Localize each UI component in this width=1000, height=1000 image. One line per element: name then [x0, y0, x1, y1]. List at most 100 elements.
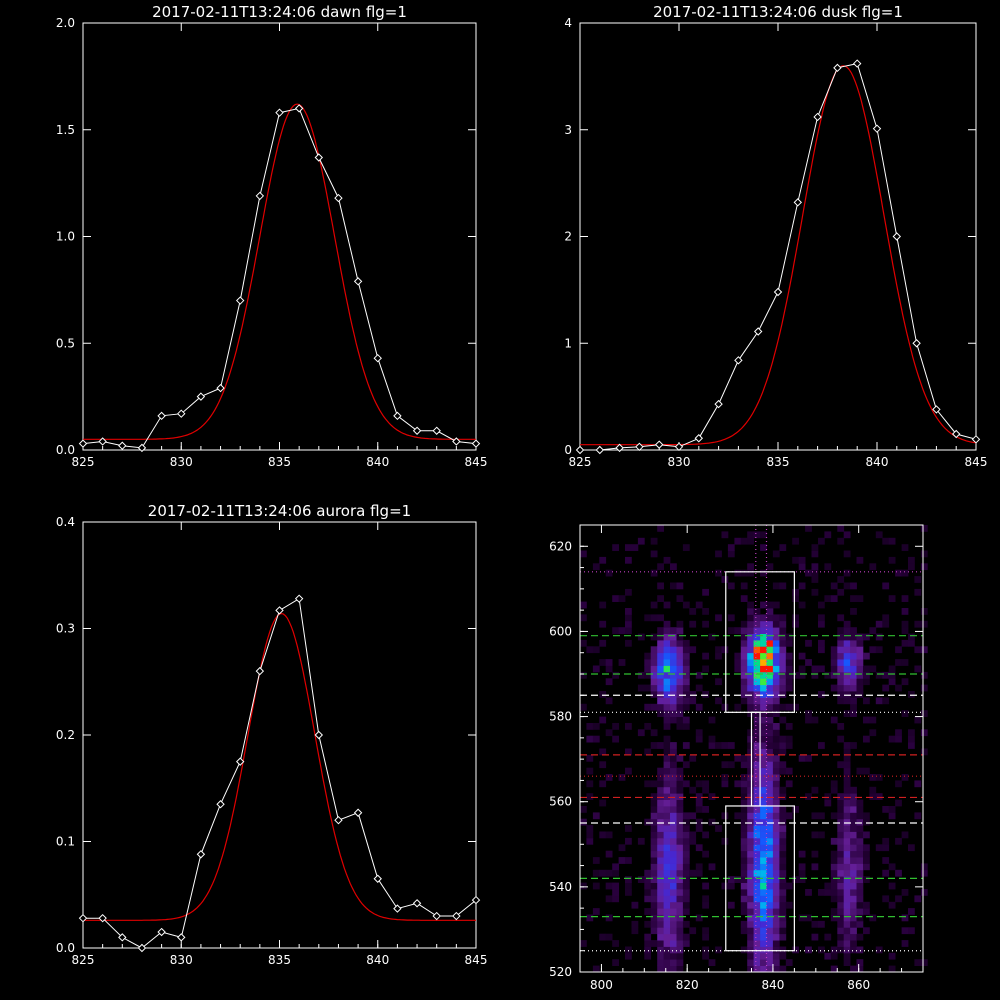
- data-point: [294, 594, 304, 603]
- x-tick-label: 840: [366, 953, 389, 967]
- x-tick-label: 825: [569, 455, 592, 469]
- y-tick-label: 0.1: [56, 835, 75, 849]
- y-tick-label: 0.0: [56, 941, 75, 955]
- x-tick-label: 825: [72, 455, 95, 469]
- data-point: [216, 800, 225, 809]
- data-point: [196, 392, 206, 401]
- data-point: [912, 339, 921, 348]
- data-point: [235, 757, 245, 766]
- x-tick-label: 830: [668, 455, 691, 469]
- x-tick-label: 840: [761, 978, 784, 992]
- y-tick-label: 540: [549, 880, 572, 894]
- x-tick-label: 835: [767, 455, 790, 469]
- data-point: [734, 356, 743, 365]
- x-tick-label: 840: [366, 455, 389, 469]
- data-point: [353, 277, 363, 286]
- dawn-title: 2017-02-11T13:24:06 dawn flg=1: [152, 3, 407, 21]
- dusk-title: 2017-02-11T13:24:06 dusk flg=1: [653, 3, 903, 21]
- y-tick-label: 0: [564, 443, 572, 457]
- data-point: [177, 933, 186, 942]
- data-point: [471, 895, 481, 905]
- dusk-spectrum-panel: 2017-02-11T13:24:06 dusk flg=1 825 830 835 8…: [564, 3, 987, 469]
- data-point: [393, 904, 402, 913]
- x-tick-label: 845: [465, 953, 488, 967]
- data-point: [575, 445, 585, 455]
- data-point: [255, 666, 265, 676]
- data-point: [137, 443, 147, 453]
- extraction-box: [750, 711, 761, 807]
- data-point: [334, 815, 343, 825]
- aurora-spectrum-panel: 2017-02-11T13:24:06 aurora flg=1 825 830 83…: [56, 502, 488, 967]
- data-point: [118, 441, 127, 450]
- data-point: [157, 927, 166, 937]
- data-point: [595, 445, 605, 455]
- data-point: [714, 399, 723, 409]
- data-point: [432, 911, 441, 921]
- data-point: [78, 913, 88, 923]
- data-point: [932, 405, 941, 414]
- data-point: [157, 411, 166, 421]
- y-tick-label: 2: [564, 230, 572, 244]
- x-tick-label: 800: [590, 978, 613, 992]
- data-point: [235, 296, 245, 305]
- data-point: [275, 108, 284, 117]
- dusk-fit-curve: [580, 65, 976, 446]
- aurora-title: 2017-02-11T13:24:06 aurora flg=1: [148, 502, 411, 520]
- data-point: [674, 442, 684, 452]
- data-point: [753, 327, 763, 336]
- data-point: [98, 437, 107, 446]
- x-tick-label: 860: [847, 978, 870, 992]
- data-point: [432, 426, 441, 435]
- data-point: [412, 899, 422, 908]
- data-point: [833, 63, 842, 73]
- data-point: [196, 850, 206, 859]
- y-tick-label: 0.0: [56, 443, 75, 457]
- y-tick-label: 580: [549, 710, 572, 724]
- data-point: [314, 730, 324, 740]
- dawn-fit-curve: [83, 103, 476, 440]
- y-tick-label: 0.2: [56, 728, 75, 742]
- x-tick-label: 830: [170, 953, 193, 967]
- x-tick-label: 835: [268, 455, 291, 469]
- y-tick-label: 0.3: [56, 622, 75, 636]
- data-point: [294, 104, 304, 113]
- y-tick-label: 1: [564, 336, 572, 350]
- data-point: [694, 434, 704, 443]
- y-tick-label: 520: [549, 965, 572, 979]
- y-tick-label: 3: [564, 123, 572, 137]
- x-tick-label: 840: [866, 455, 889, 469]
- data-point: [892, 232, 902, 241]
- data-point: [373, 353, 382, 363]
- y-tick-label: 620: [549, 539, 572, 553]
- dawn-spectrum-panel: 2017-02-11T13:24:06 dawn flg=1 825 830 835 8…: [56, 3, 488, 469]
- data-point: [334, 193, 343, 203]
- data-point: [971, 435, 981, 444]
- data-point: [793, 198, 803, 207]
- data-point: [951, 429, 961, 439]
- y-tick-label: 0.5: [56, 336, 75, 350]
- data-point: [216, 383, 225, 393]
- x-tick-label: 845: [465, 455, 488, 469]
- data-point: [177, 409, 186, 418]
- data-point: [314, 153, 324, 162]
- data-point: [275, 606, 284, 615]
- y-tick-label: 4: [564, 16, 572, 30]
- data-point: [78, 439, 88, 448]
- x-tick-label: 830: [170, 455, 193, 469]
- data-point: [872, 124, 882, 133]
- data-point: [852, 59, 862, 68]
- x-tick-label: 845: [965, 455, 988, 469]
- data-point: [137, 943, 147, 953]
- x-tick-label: 825: [72, 953, 95, 967]
- y-tick-label: 1.5: [56, 123, 75, 137]
- detector-image-pixels: [580, 525, 928, 973]
- detector-image-panel: 800 820 840 860 520 540 560 580 600 620: [549, 524, 928, 992]
- x-tick-label: 820: [676, 978, 699, 992]
- data-point: [412, 426, 422, 435]
- x-tick-label: 835: [268, 953, 291, 967]
- data-point: [773, 287, 783, 297]
- data-point: [615, 443, 624, 453]
- y-tick-label: 600: [549, 624, 572, 638]
- data-point: [635, 442, 644, 452]
- y-tick-label: 1.0: [56, 230, 75, 244]
